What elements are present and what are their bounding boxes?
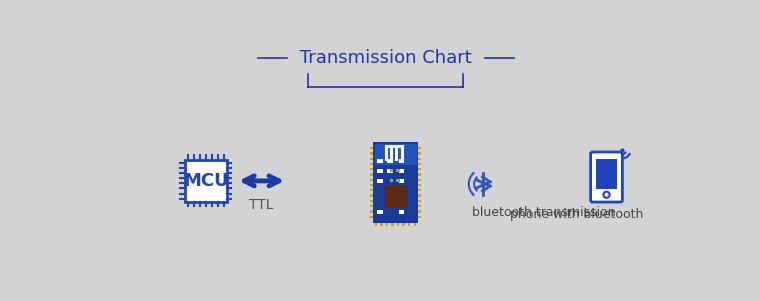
Bar — [418, 157, 421, 160]
Bar — [370, 168, 373, 170]
Bar — [370, 157, 373, 160]
Bar — [377, 179, 382, 183]
Bar — [391, 169, 394, 172]
Bar — [377, 169, 382, 173]
Bar — [397, 169, 400, 172]
Text: TTL: TTL — [249, 198, 274, 212]
Bar — [418, 152, 421, 155]
Bar — [387, 169, 393, 173]
Bar — [380, 223, 382, 226]
Bar — [418, 178, 421, 181]
Text: MCU: MCU — [183, 172, 229, 190]
Bar — [391, 178, 394, 182]
Bar — [418, 210, 421, 213]
Bar — [397, 223, 399, 226]
Bar — [418, 200, 421, 202]
Text: Transmission Chart: Transmission Chart — [294, 49, 477, 67]
Bar — [403, 223, 405, 226]
Bar — [370, 163, 373, 165]
Text: phone with bluetooth: phone with bluetooth — [510, 208, 644, 221]
Bar — [370, 200, 373, 202]
Bar — [399, 179, 404, 183]
Bar — [375, 144, 416, 165]
Bar — [373, 142, 418, 223]
Bar — [370, 147, 373, 149]
Bar — [370, 194, 373, 197]
Bar — [418, 216, 421, 218]
Bar — [370, 205, 373, 207]
Bar — [391, 223, 394, 226]
Bar — [418, 163, 421, 165]
Bar — [377, 159, 382, 163]
Bar — [399, 210, 404, 214]
Bar — [399, 159, 404, 163]
Bar — [397, 178, 400, 182]
Bar — [399, 169, 404, 173]
Bar — [386, 223, 388, 226]
Bar — [418, 205, 421, 207]
Bar — [413, 223, 416, 226]
Text: bluetooth transmission: bluetooth transmission — [472, 206, 616, 219]
Bar — [185, 160, 226, 202]
Bar — [418, 194, 421, 197]
Bar — [370, 189, 373, 191]
Bar — [418, 189, 421, 191]
Bar — [370, 210, 373, 213]
Bar — [408, 223, 410, 226]
Bar — [370, 173, 373, 176]
Bar — [596, 159, 617, 189]
Bar — [385, 186, 407, 208]
Bar — [418, 173, 421, 176]
Bar — [370, 184, 373, 186]
Bar — [370, 216, 373, 218]
Bar — [418, 184, 421, 186]
Bar — [370, 178, 373, 181]
FancyBboxPatch shape — [591, 152, 622, 202]
Bar — [418, 168, 421, 170]
Bar — [387, 159, 393, 163]
Bar — [370, 152, 373, 155]
Bar — [375, 223, 377, 226]
Bar — [418, 147, 421, 149]
Bar — [377, 210, 382, 214]
